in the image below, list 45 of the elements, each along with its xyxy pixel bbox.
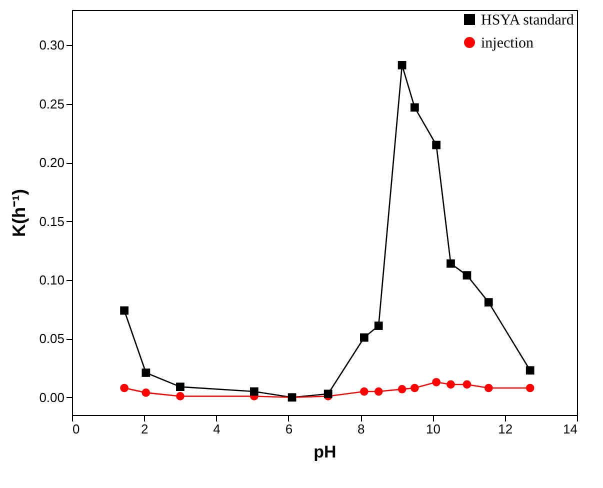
- point: [250, 387, 258, 396]
- x-axis-title: pH: [314, 442, 336, 462]
- point: [526, 366, 534, 375]
- y-tick-label: 0.05: [39, 331, 64, 346]
- x-tick-label: 4: [213, 422, 220, 436]
- legend-label: HSYA standard: [481, 12, 574, 28]
- x-tick-label: 10: [426, 422, 440, 436]
- point: [142, 368, 150, 377]
- point: [142, 388, 150, 397]
- point: [446, 380, 455, 389]
- point: [176, 392, 184, 400]
- point: [398, 385, 406, 394]
- point: [410, 384, 419, 392]
- point: [462, 271, 472, 280]
- x-tick-label: 8: [357, 422, 365, 436]
- x-tick-label: 12: [498, 422, 513, 436]
- point: [176, 382, 184, 392]
- point: [484, 384, 493, 392]
- x-tick-label: 14: [563, 422, 578, 436]
- point: [462, 380, 472, 389]
- point: [484, 298, 493, 306]
- point: [410, 103, 419, 112]
- point: [432, 378, 441, 386]
- y-tick-label: 0.30: [39, 38, 64, 53]
- x-tick-label: 6: [285, 422, 293, 436]
- legend-label: injection: [481, 36, 534, 52]
- point: [324, 390, 332, 398]
- point: [120, 306, 128, 315]
- y-tick-label: 0.20: [39, 155, 64, 170]
- point: [398, 60, 406, 70]
- point: [526, 384, 534, 392]
- point: [360, 387, 368, 396]
- point: [374, 387, 383, 396]
- y-tick-label: 0.00: [39, 390, 64, 405]
- point: [374, 322, 383, 330]
- point: [432, 140, 441, 150]
- y-axis-title: K(h⁻¹): [9, 189, 30, 237]
- point: [120, 384, 128, 392]
- point: [446, 259, 455, 268]
- y-tick-label: 0.25: [39, 96, 64, 112]
- point: [360, 333, 368, 342]
- y-tick-label: 0.15: [39, 214, 64, 229]
- x-tick-label: 2: [141, 422, 148, 436]
- y-tick-label: 0.10: [39, 272, 64, 288]
- x-tick-label: 0: [72, 422, 80, 436]
